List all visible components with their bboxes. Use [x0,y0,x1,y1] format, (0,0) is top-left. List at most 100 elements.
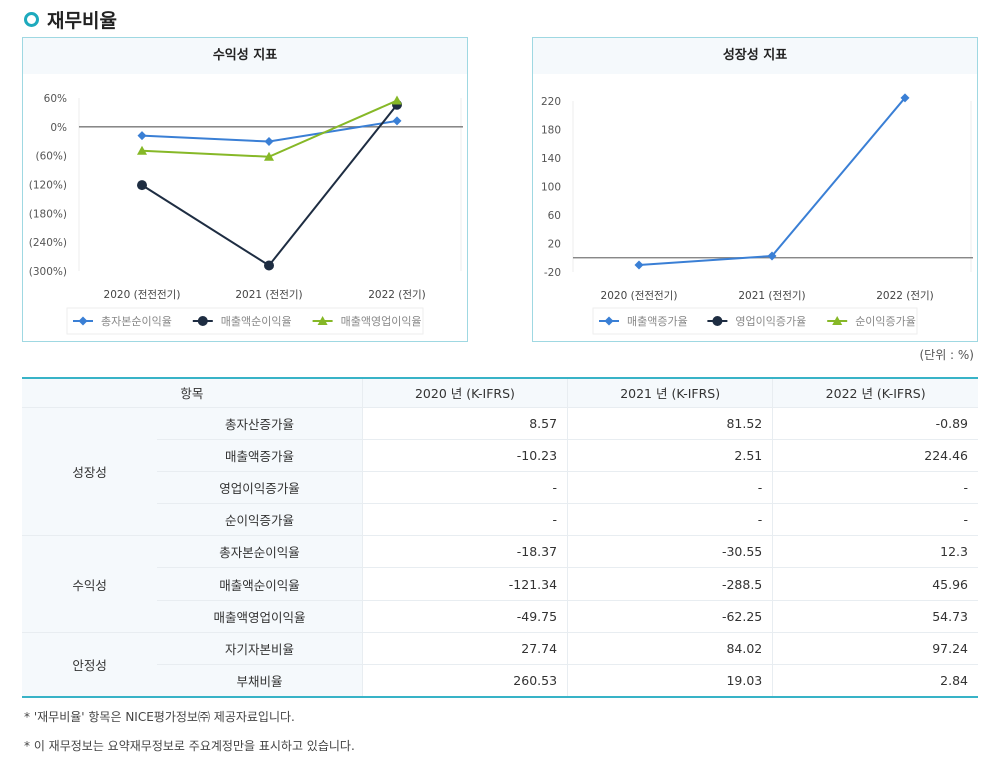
value-cell: -10.23 [361,439,568,472]
y-tick-label: (180%) [29,208,67,220]
y-tick-label: (60%) [35,151,67,163]
section-title-text: 재무비율 [47,10,117,32]
note-source: * '재무비율' 항목은 NICE평가정보㈜ 제공자료입니다. [24,710,295,724]
item-label: 총자산증가율 [157,407,363,440]
chart-title: 성장성 지표 [533,38,977,74]
diamond-marker [392,116,402,126]
triangle-marker [137,145,147,155]
chart-title: 수익성 지표 [23,38,467,74]
item-label: 매출액증가율 [157,439,363,472]
triangle-marker [317,316,328,325]
section-title: 재무비율 [24,6,117,33]
value-cell: 260.53 [361,664,568,698]
legend-box [66,307,424,335]
diamond-marker [900,93,910,103]
value-cell: -62.25 [567,600,773,633]
series-line [141,99,398,158]
item-label: 부채비율 [157,664,363,698]
legend-box [592,307,918,335]
header-2020: 2020 년 (K-IFRS) [361,378,568,408]
legend-label: 영업이익증가율 [735,315,806,328]
y-tick-label: 60% [44,93,67,105]
table-row: 성장성 총자산증가율 8.57 81.52 -0.89 [22,407,978,537]
table-row: 부채비율 260.53 19.03 2.84 [22,664,978,698]
value-cell: 84.02 [567,632,773,666]
value-cell: 12.3 [772,535,978,569]
legend-label: 순이익증가율 [855,315,916,328]
value-cell: 2.51 [567,439,773,472]
value-cell: -18.37 [361,535,568,569]
value-cell: 224.46 [772,439,978,472]
value-cell: - [772,471,978,505]
x-tick-label: 2022 (전기) [368,289,426,301]
value-cell: -288.5 [567,567,773,601]
value-cell: -0.89 [772,407,978,440]
header-2021: 2021 년 (K-IFRS) [567,378,773,408]
value-cell: 54.73 [772,600,978,633]
value-cell: 81.52 [567,407,773,440]
header-item: 항목 [22,378,363,408]
value-cell: 97.24 [772,632,978,666]
header-2022: 2022 년 (K-IFRS) [772,378,978,408]
item-label: 매출액영업이익율 [157,600,363,633]
circle-marker [137,180,147,191]
item-label: 매출액순이익율 [157,567,363,601]
table-row: 순이익증가율 - - - [22,503,978,537]
growth-chart-svg: 220 180 140 100 60 20 -20 2020 (전전전기) 2021 (전전기)… [541,93,973,335]
legend-label: 총자본순이익율 [101,315,172,328]
circle-marker [712,316,723,326]
ratio-table: 항목 2020 년 (K-IFRS) 2021 년 (K-IFRS) 2022 … [22,377,978,698]
item-label: 순이익증가율 [157,503,363,537]
table-row: 매출액순이익율 -121.34 -288.5 45.96 [22,567,978,601]
circle-bullet-icon [24,12,39,27]
value-cell: 27.74 [361,632,568,666]
table-row: 안정성 자기자본비율 27.74 84.02 97.24 [22,632,978,698]
diamond-marker [767,251,777,261]
triangle-marker [392,95,402,105]
value-cell: - [567,471,773,505]
value-cell: 8.57 [361,407,568,440]
table-row: 매출액증가율 -10.23 2.51 224.46 [22,439,978,472]
y-tick-label: 0% [50,122,67,134]
profitability-chart-svg: 60% 0% (60%) (120%) (180%) (240%) (300%) 2020 (… [29,93,463,335]
value-cell: - [361,471,568,505]
y-tick-label: 220 [541,96,561,108]
table-row: 수익성 총자본순이익율 -18.37 -30.55 12.3 [22,535,978,633]
value-cell: 45.96 [772,567,978,601]
group-label: 수익성 [22,535,158,633]
diamond-marker [137,131,147,141]
series-line [141,104,398,267]
legend-label: 매출액영업이익율 [341,315,422,328]
profitability-chart: 수익성 지표 60% 0% (60%) (120%) (180%) (240%) (300%… [22,37,468,342]
y-tick-label: 140 [541,153,561,165]
y-tick-label: 60 [548,210,561,222]
unit-label: (단위 : %) [919,348,974,362]
growth-chart: 성장성 지표 220 180 140 100 60 20 -20 2020 (전전전기) 202… [532,37,978,342]
y-tick-label: 100 [541,182,561,194]
x-tick-label: 2021 (전전기) [738,290,805,302]
y-tick-label: (120%) [29,180,67,192]
y-tick-label: 180 [541,125,561,137]
x-tick-label: 2020 (전전전기) [104,289,181,301]
y-tick-label: 20 [548,239,561,251]
value-cell: 2.84 [772,664,978,698]
x-tick-label: 2020 (전전전기) [601,290,678,302]
group-label: 안정성 [22,632,158,698]
value-cell: -121.34 [361,567,568,601]
circle-marker [197,316,208,326]
table-row: 매출액영업이익율 -49.75 -62.25 54.73 [22,600,978,633]
note-summary: * 이 재무정보는 요약재무정보로 주요계정만을 표시하고 있습니다. [24,739,355,753]
item-label: 총자본순이익율 [157,535,363,569]
value-cell: 19.03 [567,664,773,698]
y-tick-label: (240%) [29,237,67,249]
value-cell: - [772,503,978,537]
diamond-marker [264,137,274,147]
value-cell: - [361,503,568,537]
item-label: 영업이익증가율 [157,471,363,505]
x-tick-label: 2021 (전전기) [235,289,302,301]
value-cell: - [567,503,773,537]
triangle-marker [264,151,274,161]
y-tick-label: -20 [544,267,561,279]
group-label: 성장성 [22,407,158,537]
value-cell: -49.75 [361,600,568,633]
